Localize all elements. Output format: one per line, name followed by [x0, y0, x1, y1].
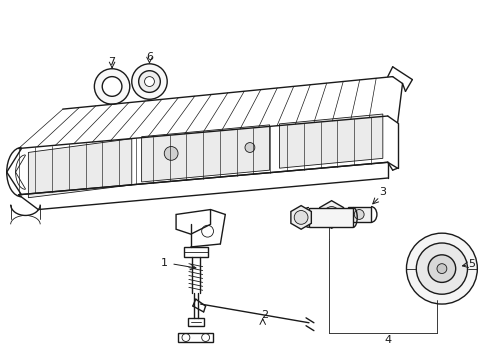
Circle shape — [436, 264, 446, 274]
Polygon shape — [347, 207, 370, 222]
Circle shape — [164, 147, 178, 160]
Text: 1: 1 — [161, 258, 167, 268]
Text: 7: 7 — [108, 57, 115, 67]
Circle shape — [415, 243, 467, 294]
Circle shape — [139, 71, 160, 93]
Circle shape — [294, 211, 307, 224]
Circle shape — [131, 64, 167, 99]
Polygon shape — [279, 114, 382, 168]
Text: 4: 4 — [384, 336, 390, 346]
Circle shape — [102, 77, 122, 96]
Text: 2: 2 — [261, 310, 268, 320]
Text: 5: 5 — [467, 259, 474, 269]
Polygon shape — [308, 208, 352, 227]
Circle shape — [427, 255, 455, 282]
Circle shape — [353, 210, 364, 219]
Circle shape — [94, 69, 129, 104]
Polygon shape — [28, 139, 131, 198]
Text: 6: 6 — [146, 52, 153, 62]
Circle shape — [323, 207, 339, 222]
Text: 3: 3 — [379, 187, 386, 197]
Polygon shape — [290, 206, 311, 229]
Polygon shape — [142, 125, 269, 182]
Polygon shape — [319, 201, 343, 228]
Circle shape — [244, 143, 254, 152]
Circle shape — [406, 233, 476, 304]
Circle shape — [144, 77, 154, 86]
